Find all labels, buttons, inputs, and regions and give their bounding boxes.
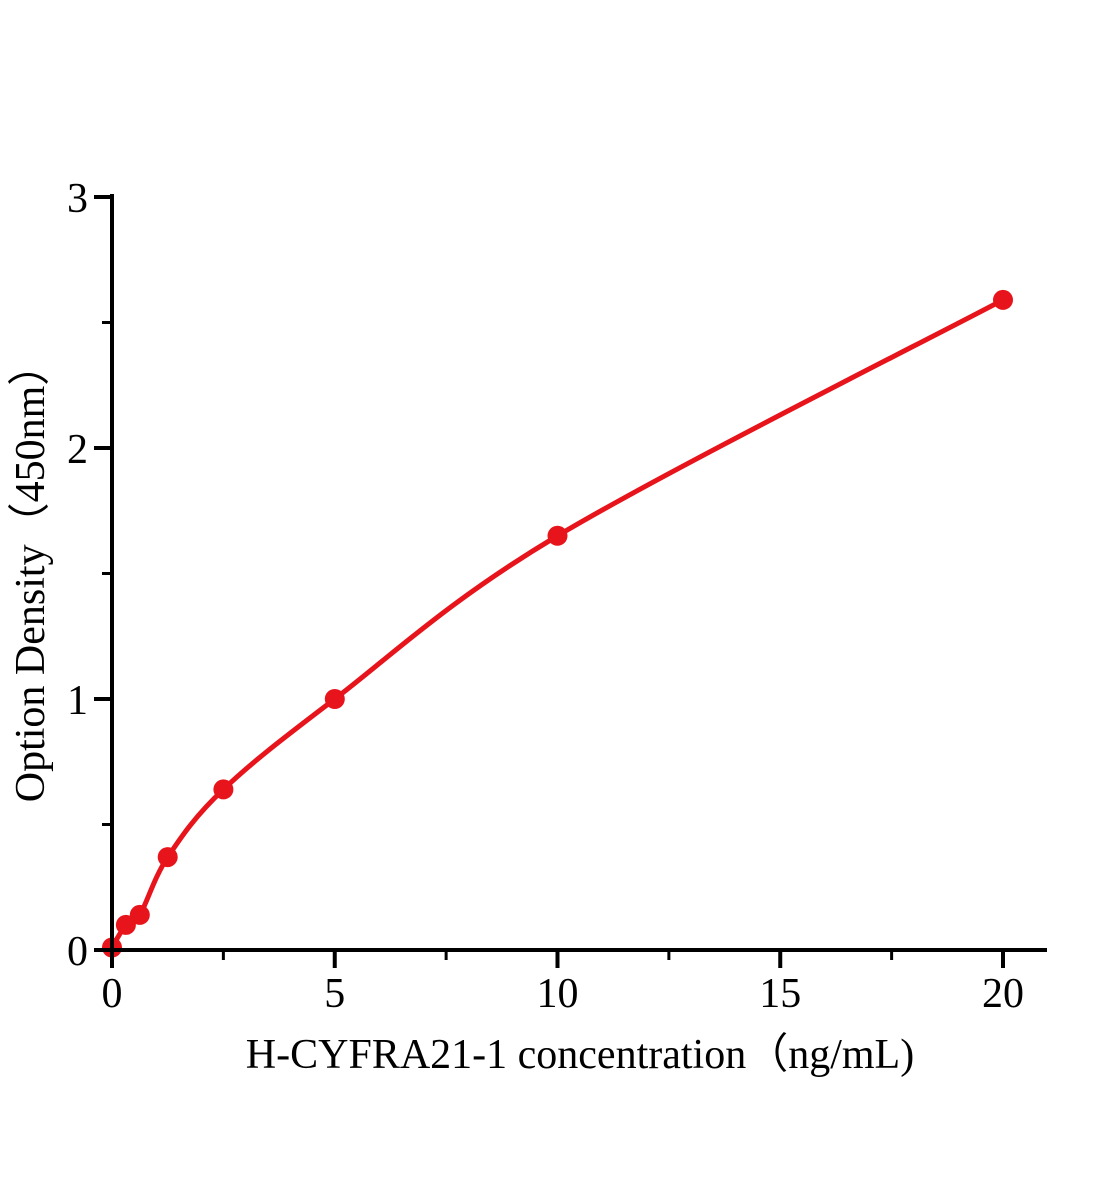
x-tick-label: 10 (537, 971, 579, 1017)
data-point (213, 779, 234, 800)
data-point (157, 847, 178, 868)
data-point (993, 289, 1013, 310)
series-layer (102, 289, 1013, 958)
x-tick-label: 5 (324, 971, 345, 1017)
axes-layer: 0 5 10 15 20 0 1 2 3 (67, 176, 1047, 1017)
x-axis-title: H-CYFRA21-1 concentration（ng/mL) (246, 1032, 914, 1078)
y-tick-label: 3 (67, 176, 88, 222)
data-point (547, 525, 568, 546)
y-tick-label: 2 (67, 427, 88, 473)
x-tick-label: 20 (982, 971, 1024, 1017)
y-axis-title: Option Density（450nm） (8, 344, 54, 803)
data-point (129, 904, 150, 925)
y-tick-label: 1 (67, 678, 88, 724)
fit-curve (109, 297, 1006, 950)
x-tick-label: 15 (759, 971, 801, 1017)
data-point (115, 914, 136, 935)
x-tick-label: 0 (102, 971, 123, 1017)
y-tick-label: 0 (67, 929, 88, 975)
data-point (324, 689, 345, 709)
